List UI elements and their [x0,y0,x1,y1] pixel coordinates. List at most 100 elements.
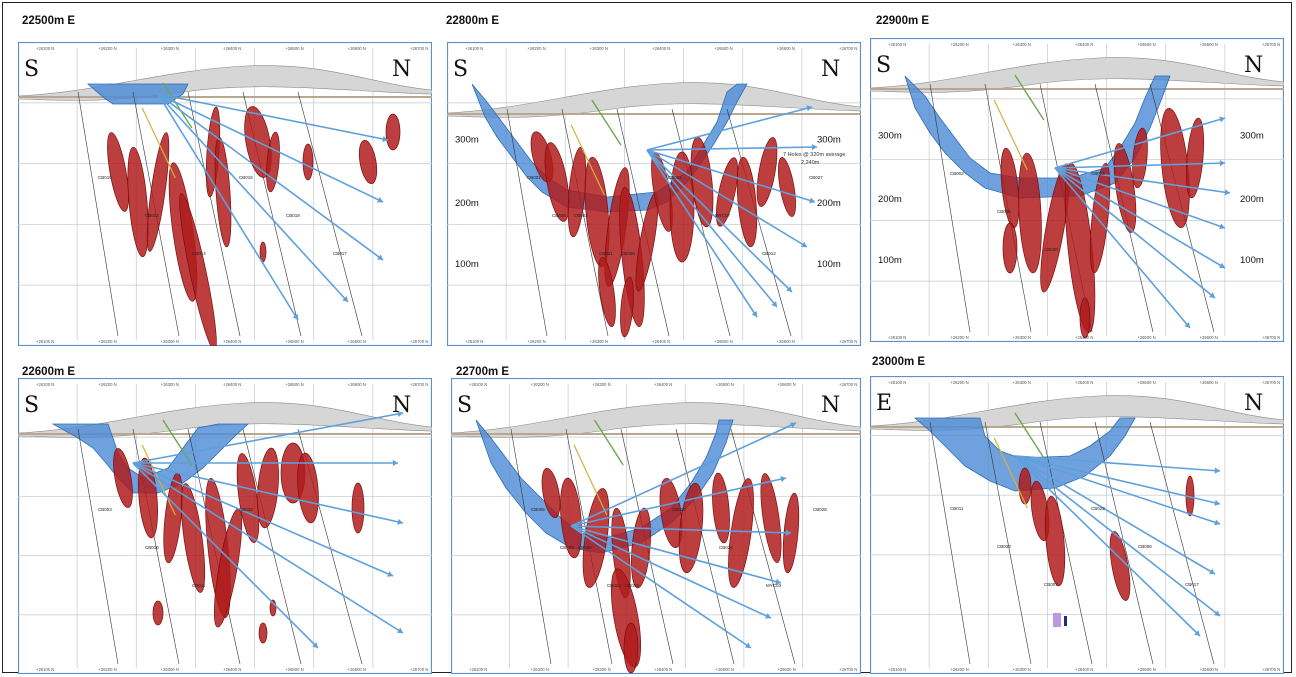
mineralised-lens [385,113,401,151]
planned-drill-hole [1054,117,1226,169]
planned-drill-hole [646,106,813,151]
tick-label-bottom: +26400 N [1075,667,1093,672]
planned-drill-hole [570,422,797,527]
drill-trace-yellow [993,99,1028,171]
tick-label-top: +26500 N [285,382,303,387]
planned-drill-hole [646,149,758,318]
mineralised-lens [152,600,164,626]
hole-id-label: CB024 [719,545,733,550]
mineralised-lens [257,447,279,529]
tick-label-top: +26300 N [161,46,179,51]
tick-label-bottom: +26700 N [410,339,428,344]
drill-hole-arrowhead [312,642,318,648]
hole-id-label: MYC07 [715,213,731,218]
tick-label-top: +26100 N [465,46,483,51]
tick-label-top: +26400 N [1075,42,1093,47]
mineralised-lens [1044,495,1066,587]
drill-hole-arrowhead [377,254,383,260]
drill-hole-arrowhead [1209,292,1215,298]
drill-hole-arrowhead [785,529,791,536]
historic-drill-trace [297,91,363,337]
tick-label-bottom: +26500 N [285,667,303,672]
planned-drill-hole [132,462,319,649]
hole-id-label: CB004 [578,545,592,550]
tick-label-bottom: +26200 N [950,667,968,672]
tick-label-top: +26100 N [888,380,906,385]
direction-label-left: S [457,393,472,418]
topography-surface [451,402,861,438]
drill-hole-arrowhead [292,314,298,320]
drill-trace-green [162,82,193,129]
elevation-label-left: 200m [878,194,902,205]
tick-label-top: +26700 N [839,382,857,387]
section-svg: +26100 N +26200 N +26300 N +26400 N +26500 N… [18,378,432,674]
tick-label-top: +26600 N [1200,42,1218,47]
tick-label-top: +26100 N [888,42,906,47]
panel-title: 23000m E [872,356,926,368]
drill-hole-arrowhead [1214,499,1220,506]
hole-id-label: CB032 [239,507,253,512]
drill-hole-arrowhead [392,459,398,467]
direction-label-left: E [876,391,892,416]
tick-label-bottom: +26200 N [98,339,116,344]
section-panel-p22900: +26100 N +26200 N +26300 N +26400 N +26500 N… [870,38,1284,342]
tick-label-bottom: +26600 N [1200,667,1218,672]
tick-label-top: +26500 N [285,46,303,51]
hole-id-label: CB028 [813,507,827,512]
tick-label-bottom: +26100 N [888,667,906,672]
tick-label-top: +26600 N [1200,380,1218,385]
planned-drill-hole [1054,167,1226,269]
tick-label-bottom: +26200 N [98,667,116,672]
elevation-label-right: 300m [1240,130,1264,141]
planned-drill-hole [157,93,299,321]
tick-label-bottom: +26500 N [1137,335,1155,340]
planned-drill-hole [157,93,384,203]
historic-drill-trace [616,108,670,337]
direction-label-right: N [821,57,840,82]
tick-label-bottom: +26300 N [1013,335,1031,340]
tick-label-top: +26600 N [777,46,795,51]
mineralised-lens [598,256,616,328]
planned-drill-hole [132,412,404,464]
section-svg: +26100 N +26200 N +26300 N +26400 N +26500 N… [870,38,1284,342]
planned-drill-hole [1054,167,1231,194]
planned-drill-hole [570,525,772,619]
drill-hole-arrowhead [1184,322,1190,328]
historic-drill-trace [726,108,792,337]
drill-trace-yellow [141,107,176,179]
hole-id-label: CB010 [145,545,159,550]
tick-label-top: +26500 N [714,46,732,51]
drill-hole-arrowhead [806,105,812,112]
drill-hole-arrowhead [1224,189,1230,196]
drill-trace-green [593,419,624,466]
tick-label-bottom: +26700 N [1262,667,1280,672]
mineralised-lens [258,622,268,644]
tick-label-top: +26300 N [1013,380,1031,385]
mineralised-lens [127,146,149,258]
historic-drill-trace [506,108,548,337]
hole-id-label: CB003 [98,507,112,512]
drill-trace-yellow [993,437,1028,509]
historic-drill-trace [1039,421,1093,665]
section-svg: +26100 N +26200 N +26300 N +26400 N +26500 N… [447,42,861,346]
drill-hole-arrowhead [1219,262,1225,269]
hole-id-label: CB027 [809,175,823,180]
elevation-label-left: 200m [455,198,479,209]
tick-label-top: +26300 N [590,46,608,51]
tick-label-top: +26700 N [410,46,428,51]
mineralised-lens [302,143,314,181]
historic-drill-trace [984,421,1032,665]
tick-label-top: +26200 N [950,380,968,385]
drill-hole-arrowhead [775,578,781,585]
mineralised-lens [236,453,260,543]
tick-label-bottom: +26600 N [1200,335,1218,340]
tick-label-top: +26100 N [36,382,54,387]
mineralised-lens [1079,297,1091,339]
planned-drill-hole [646,149,816,203]
drill-hole-arrowhead [790,422,796,428]
mineralised-lens [623,622,639,674]
section-panel-p23000: +26100 N +26200 N +26300 N +26400 N +26500 N… [870,376,1284,674]
drilling-note: 7 Holes @ 320m average [783,152,845,158]
historic-drill-trace [1149,421,1215,665]
drill-trace-yellow [570,124,605,196]
